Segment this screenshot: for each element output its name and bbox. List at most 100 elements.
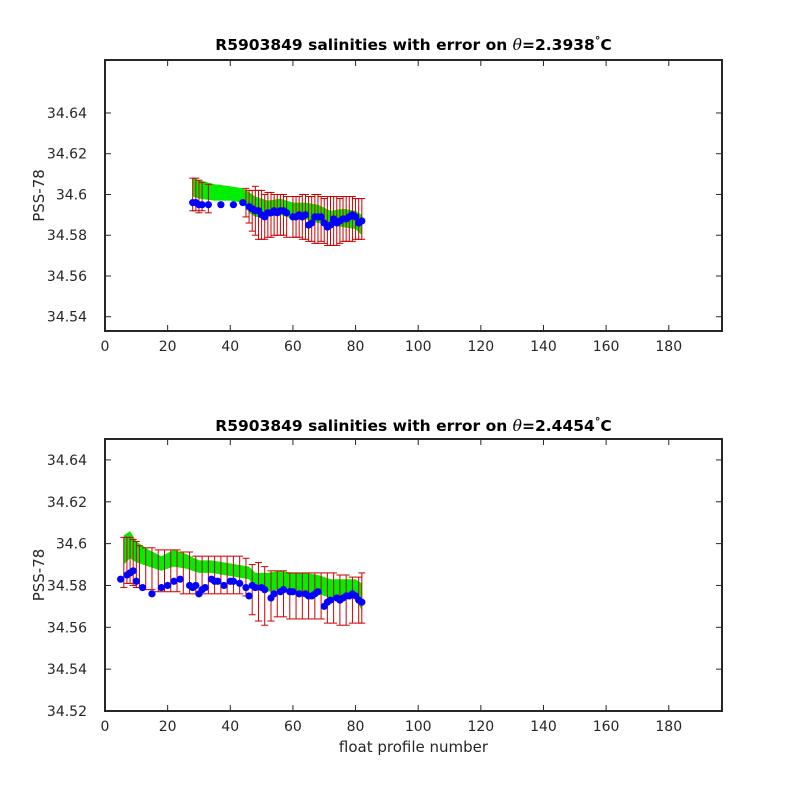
salinity-plot-top: R5903849 salinities with error on θ=2.39…: [30, 34, 723, 355]
salinity-point: [261, 586, 269, 594]
salinity-point: [164, 581, 172, 590]
x-tick-label: 140: [530, 719, 557, 735]
chart-title: R5903849 salinities with error on θ=2.44…: [215, 415, 611, 435]
salinity-point: [132, 577, 140, 585]
error-bar: [154, 549, 162, 593]
error-bar: [292, 572, 300, 620]
x-tick-label: 160: [593, 719, 620, 735]
salinity-point: [279, 586, 288, 594]
y-tick-label: 34.64: [47, 106, 87, 122]
x-tick-label: 0: [101, 719, 110, 735]
error-bar: [280, 193, 288, 236]
y-tick-label: 34.58: [47, 228, 87, 244]
y-tick-label: 34.56: [47, 269, 87, 285]
error-bar: [280, 570, 288, 618]
x-tick-label: 100: [405, 339, 432, 355]
x-tick-label: 80: [347, 339, 365, 355]
x-tick-label: 40: [221, 719, 239, 735]
theta-symbol: θ: [513, 36, 523, 54]
salinity-point: [198, 201, 206, 209]
y-tick-label: 34.54: [47, 310, 87, 326]
salinity-point: [358, 217, 366, 225]
salinity-point: [236, 579, 244, 587]
error-bar: [148, 547, 156, 591]
salinity-point: [239, 199, 247, 207]
error-bar: [248, 564, 256, 616]
y-tick-label: 34.62: [47, 495, 87, 511]
error-bar: [348, 576, 356, 624]
x-tick-label: 80: [347, 719, 365, 735]
salinity-point: [326, 596, 335, 604]
axes-frame: [104, 59, 723, 332]
x-tick-label: 120: [467, 339, 494, 355]
x-tick-label: 160: [593, 339, 620, 355]
salinity-point: [176, 575, 184, 583]
salinity-point: [148, 590, 156, 598]
chart-title: R5903849 salinities with error on θ=2.39…: [215, 34, 611, 54]
salinity-point: [117, 575, 125, 583]
salinity-point: [314, 588, 322, 596]
salinity-point: [326, 221, 335, 229]
degree-symbol: °: [595, 34, 601, 47]
error-bar: [298, 572, 306, 620]
mapped-salinity-band: [123, 531, 362, 611]
salinity-point: [170, 577, 178, 585]
salinity-point: [295, 590, 303, 598]
x-tick-label: 180: [655, 719, 682, 735]
y-tick-label: 34.56: [47, 620, 87, 636]
x-tick-label: 120: [467, 719, 494, 735]
error-bar: [254, 561, 262, 622]
temperature-unit: C: [600, 417, 611, 435]
error-bar: [229, 555, 237, 595]
x-tick-label: 100: [405, 719, 432, 735]
error-bar: [358, 572, 366, 624]
error-bar: [308, 196, 316, 242]
salinity-point: [245, 592, 253, 600]
salinity-point: [308, 219, 316, 227]
salinity-plot-bottom: R5903849 salinities with error on θ=2.44…: [30, 415, 723, 756]
salinity-point: [157, 583, 165, 592]
y-tick-label: 34.62: [47, 147, 87, 163]
salinity-point: [317, 213, 325, 221]
salinity-point: [201, 583, 209, 592]
salinity-point: [229, 201, 238, 209]
error-bar: [261, 566, 269, 626]
error-bar: [179, 551, 187, 595]
error-bar: [129, 538, 137, 586]
x-tick-label: 20: [159, 719, 177, 735]
x-tick-label: 20: [159, 339, 177, 355]
salinity-point: [358, 598, 366, 606]
salinity-point: [138, 583, 147, 592]
error-bar: [323, 572, 331, 624]
y-tick-label: 34.64: [47, 453, 87, 469]
y-tick-label: 34.54: [47, 662, 87, 678]
y-tick-label: 34.58: [47, 578, 87, 594]
x-tick-label: 60: [284, 339, 302, 355]
y-tick-label: 34.52: [47, 704, 87, 720]
x-tick-label: 0: [101, 339, 110, 355]
y-tick-label: 34.6: [56, 537, 87, 553]
salinity-point: [217, 201, 225, 209]
error-bar: [286, 572, 294, 620]
error-bar: [342, 574, 350, 626]
salinity-point: [214, 577, 222, 585]
salinity-point: [129, 567, 137, 575]
theta-symbol: θ: [513, 417, 523, 435]
salinity-point: [204, 201, 212, 209]
error-bar: [217, 555, 225, 595]
error-bar: [173, 549, 181, 593]
salinity-point: [220, 581, 228, 590]
y-axis-label: PSS-78: [30, 169, 48, 222]
x-tick-label: 40: [221, 339, 239, 355]
salinity-point: [242, 583, 250, 592]
x-tick-label: 180: [655, 339, 682, 355]
x-tick-label: 140: [530, 339, 557, 355]
x-axis-label: float profile number: [339, 738, 489, 756]
salinity-point: [301, 211, 310, 219]
salinity-point: [229, 577, 238, 585]
error-bar: [283, 196, 291, 238]
y-tick-label: 34.6: [56, 187, 87, 203]
error-bar: [317, 572, 325, 620]
salinity-point: [351, 213, 360, 221]
